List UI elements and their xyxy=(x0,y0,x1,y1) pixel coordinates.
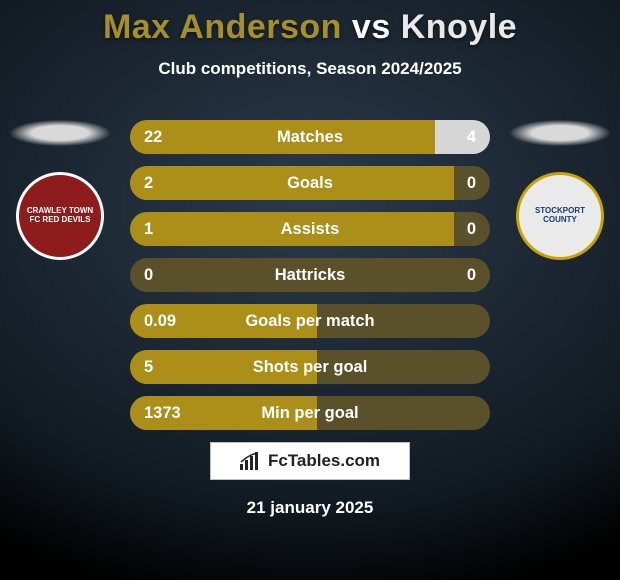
badge-right: STOCKPORT COUNTY xyxy=(505,120,615,260)
stat-row: Goals per match0.09 xyxy=(130,304,490,338)
title-player-b: Knoyle xyxy=(401,8,517,46)
stat-row: Assists1 0 xyxy=(130,212,490,246)
stat-value-right: 0 xyxy=(467,258,476,292)
stat-row: Shots per goal5 xyxy=(130,350,490,384)
stat-label: Shots per goal xyxy=(130,350,490,384)
stat-row: Min per goal1373 xyxy=(130,396,490,430)
page-title: Max Anderson vs Knoyle xyxy=(0,0,620,47)
ellipse-right xyxy=(510,120,610,146)
stat-label: Matches xyxy=(130,120,490,154)
stat-row: Hattricks0 0 xyxy=(130,258,490,292)
badge-left: CRAWLEY TOWN FC RED DEVILS xyxy=(5,120,115,260)
title-player-a: Max Anderson xyxy=(103,8,342,46)
subtitle: Club competitions, Season 2024/2025 xyxy=(0,59,620,79)
stat-label: Hattricks xyxy=(130,258,490,292)
stat-bars: Matches224Goals20Assists10Hattricks00Goa… xyxy=(130,120,490,442)
watermark-label: FcTables.com xyxy=(268,451,380,471)
crest-right: STOCKPORT COUNTY xyxy=(516,172,604,260)
stat-label: Assists xyxy=(130,212,490,246)
stat-label: Min per goal xyxy=(130,396,490,430)
stat-value-left: 0 xyxy=(144,258,153,292)
stat-value-left: 0.09 xyxy=(144,304,176,338)
stat-value-left: 1 xyxy=(144,212,153,246)
crest-left: CRAWLEY TOWN FC RED DEVILS xyxy=(16,172,104,260)
chart-icon xyxy=(240,452,262,470)
stat-label: Goals per match xyxy=(130,304,490,338)
stat-value-left: 1373 xyxy=(144,396,181,430)
stat-row: Goals2 0 xyxy=(130,166,490,200)
stat-value-left: 5 xyxy=(144,350,153,384)
stat-value-right: 0 xyxy=(467,166,476,200)
stat-value-left: 22 xyxy=(144,120,162,154)
stat-value-left: 2 xyxy=(144,166,153,200)
stat-value-right: 0 xyxy=(467,212,476,246)
stat-label: Goals xyxy=(130,166,490,200)
stat-row: Matches22 4 xyxy=(130,120,490,154)
watermark: FcTables.com xyxy=(210,442,410,480)
date-label: 21 january 2025 xyxy=(0,498,620,518)
ellipse-left xyxy=(10,120,110,146)
stat-value-right: 4 xyxy=(467,120,476,154)
title-vs: vs xyxy=(352,8,391,46)
